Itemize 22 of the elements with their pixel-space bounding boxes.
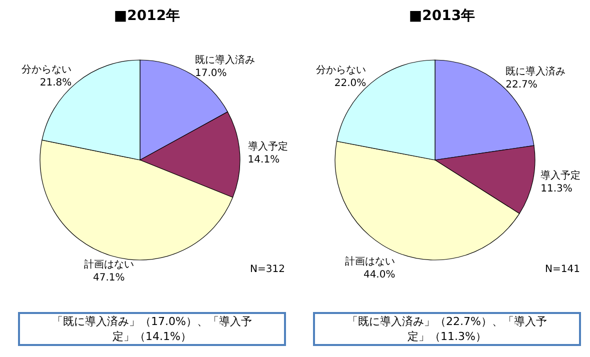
data-label: 21.8% [40, 77, 72, 88]
text: N=312 [250, 264, 285, 275]
data-label: 44.0% [363, 269, 396, 280]
text: 「既に導入済み」（22.7%）、「導入予定」（11.3%） [313, 312, 581, 346]
slice-label: 導入予定 [248, 140, 288, 153]
slice-label: 既に導入済み [506, 65, 566, 78]
data-label: 47.1% [93, 272, 125, 284]
data-label: 22.0% [334, 78, 366, 89]
slice-label: 計画はない [345, 255, 396, 268]
slice-label: 分からない [316, 64, 366, 76]
slice-label: 計画はない [84, 258, 134, 270]
text: 「既に導入済み」（17.0%）、「導入予定」（14.1%） [18, 312, 286, 346]
data-label: 11.3% [540, 184, 572, 195]
data-label: 22.7% [506, 79, 538, 90]
data-label: 14.1% [248, 154, 280, 166]
data-label: 17.0% [194, 68, 227, 80]
chart-title: ■2012年 [114, 8, 180, 24]
slice-label: 分からない [22, 63, 72, 76]
text: N=141 [545, 264, 580, 275]
slice-label: 導入予定 [540, 170, 581, 182]
slice-label: 既に導入済み [194, 54, 255, 66]
chart-title: ■2013年 [408, 8, 476, 24]
